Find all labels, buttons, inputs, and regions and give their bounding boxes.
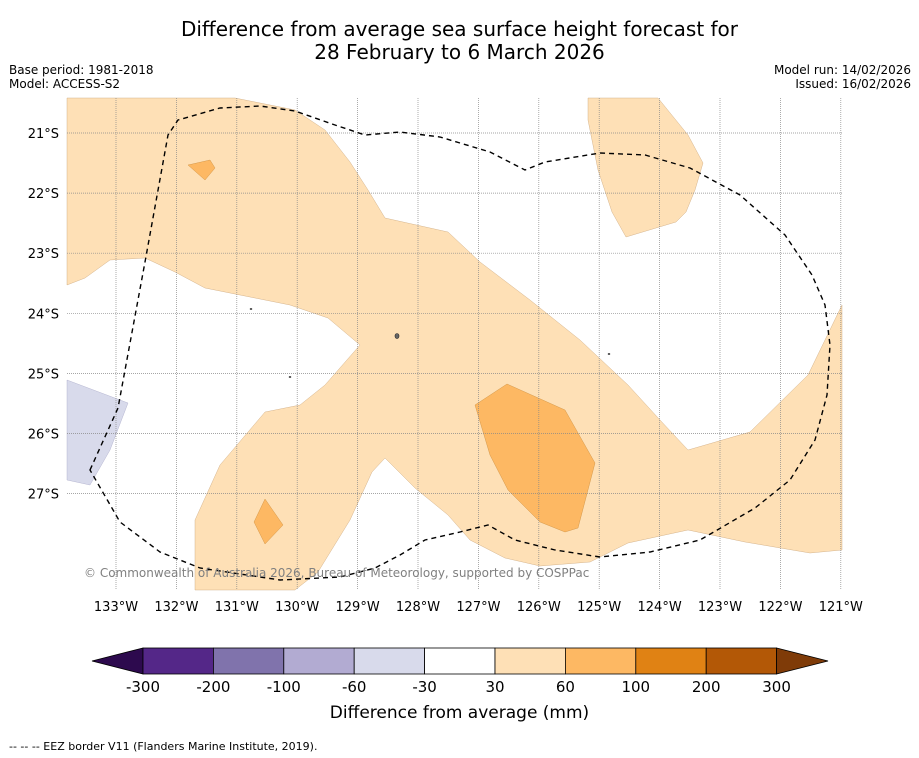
colorbar-tick-label: -100 bbox=[267, 678, 301, 696]
longitude-label: 128°W bbox=[396, 600, 440, 615]
meta-left: Base period: 1981-2018 Model: ACCESS-S2 bbox=[9, 63, 154, 91]
colorbar-bin bbox=[283, 647, 355, 675]
colorbar-extend-max bbox=[776, 647, 829, 675]
colorbar-bin bbox=[424, 647, 496, 675]
anomaly-region-central bbox=[474, 383, 596, 533]
anomaly-region-main bbox=[66, 97, 843, 591]
graticule bbox=[67, 98, 842, 590]
map-panel: © Commonwealth of Australia 2026, Bureau… bbox=[66, 97, 843, 591]
islands bbox=[249, 308, 611, 378]
colorbar-extend-min bbox=[91, 647, 144, 675]
colorbar-title: Difference from average (mm) bbox=[329, 703, 590, 723]
longitude-label: 123°W bbox=[698, 600, 742, 615]
colorbar-bin bbox=[142, 647, 214, 675]
colorbar-tick-label: -300 bbox=[126, 678, 160, 696]
model-name: Model: ACCESS-S2 bbox=[9, 77, 121, 91]
anomaly-region-south bbox=[253, 498, 284, 545]
copyright: © Commonwealth of Australia 2026, Bureau… bbox=[84, 566, 589, 580]
longitude-label: 130°W bbox=[275, 600, 319, 615]
title-line-2: 28 February to 6 March 2026 bbox=[314, 40, 605, 64]
colorbar-bin bbox=[494, 647, 566, 675]
latitude-label: 25°S bbox=[28, 367, 59, 382]
longitude-label: 126°W bbox=[517, 600, 561, 615]
base-period: Base period: 1981-2018 bbox=[9, 63, 154, 77]
latitude-label: 22°S bbox=[28, 187, 59, 202]
model-run: Model run: 14/02/2026 bbox=[773, 63, 911, 77]
longitude-label: 127°W bbox=[456, 600, 500, 615]
anomaly-60-100-layer bbox=[187, 159, 596, 545]
longitude-label: 129°W bbox=[336, 600, 380, 615]
island-marker bbox=[288, 376, 292, 378]
latitude-label: 24°S bbox=[28, 307, 59, 322]
longitude-label: 122°W bbox=[758, 600, 802, 615]
anomaly-region-north bbox=[187, 159, 216, 181]
colorbar-tick-label: 300 bbox=[762, 678, 791, 696]
issued-date: Issued: 16/02/2026 bbox=[795, 77, 911, 91]
colorbar-bin bbox=[212, 647, 285, 675]
colorbar-tick-label: -30 bbox=[412, 678, 437, 696]
colorbar-tick-label: 200 bbox=[692, 678, 721, 696]
longitude-label: 121°W bbox=[819, 600, 863, 615]
latitude-label: 27°S bbox=[28, 488, 59, 503]
anomaly-30-60-layer bbox=[66, 97, 843, 591]
colorbar-tick-label: 30 bbox=[485, 678, 504, 696]
colorbar-tick-label: -200 bbox=[196, 678, 230, 696]
title-line-1: Difference from average sea surface heig… bbox=[180, 17, 739, 41]
colorbar-bin bbox=[565, 647, 637, 675]
island-marker bbox=[394, 333, 400, 339]
island-marker bbox=[607, 353, 611, 355]
colorbar-tick-label: 100 bbox=[621, 678, 650, 696]
latitude-labels: 21°S 22°S 23°S 24°S 25°S 26°S 27°S bbox=[28, 127, 59, 503]
longitude-label: 132°W bbox=[154, 600, 198, 615]
colorbar-bin bbox=[635, 647, 707, 675]
anomaly-region-northeast bbox=[587, 97, 704, 238]
longitude-label: 133°W bbox=[94, 600, 138, 615]
footnote: -- -- -- EEZ border V11 (Flanders Marine… bbox=[9, 740, 318, 753]
latitude-label: 23°S bbox=[28, 247, 59, 262]
longitude-labels: 133°W 132°W 131°W 130°W 129°W 128°W 127°W 126°W… bbox=[94, 600, 863, 615]
longitude-label: 131°W bbox=[215, 600, 259, 615]
colorbar-bin bbox=[705, 647, 778, 675]
longitude-label: 125°W bbox=[577, 600, 621, 615]
colorbar-bin bbox=[353, 647, 426, 675]
eez-border bbox=[89, 105, 831, 581]
latitude-label: 26°S bbox=[28, 428, 59, 443]
latitude-label: 21°S bbox=[28, 127, 59, 142]
longitude-label: 124°W bbox=[638, 600, 682, 615]
meta-right: Model run: 14/02/2026 Issued: 16/02/2026 bbox=[774, 63, 911, 91]
colorbar: -300 -200 -100 -60 -30 30 60 100 200 300 bbox=[91, 647, 829, 696]
chart-title: Difference from average sea surface heig… bbox=[0, 18, 919, 64]
colorbar-tick-label: 60 bbox=[556, 678, 575, 696]
island-marker bbox=[249, 308, 253, 310]
colorbar-tick-label: -60 bbox=[342, 678, 367, 696]
anomaly-negative-west bbox=[66, 379, 129, 486]
